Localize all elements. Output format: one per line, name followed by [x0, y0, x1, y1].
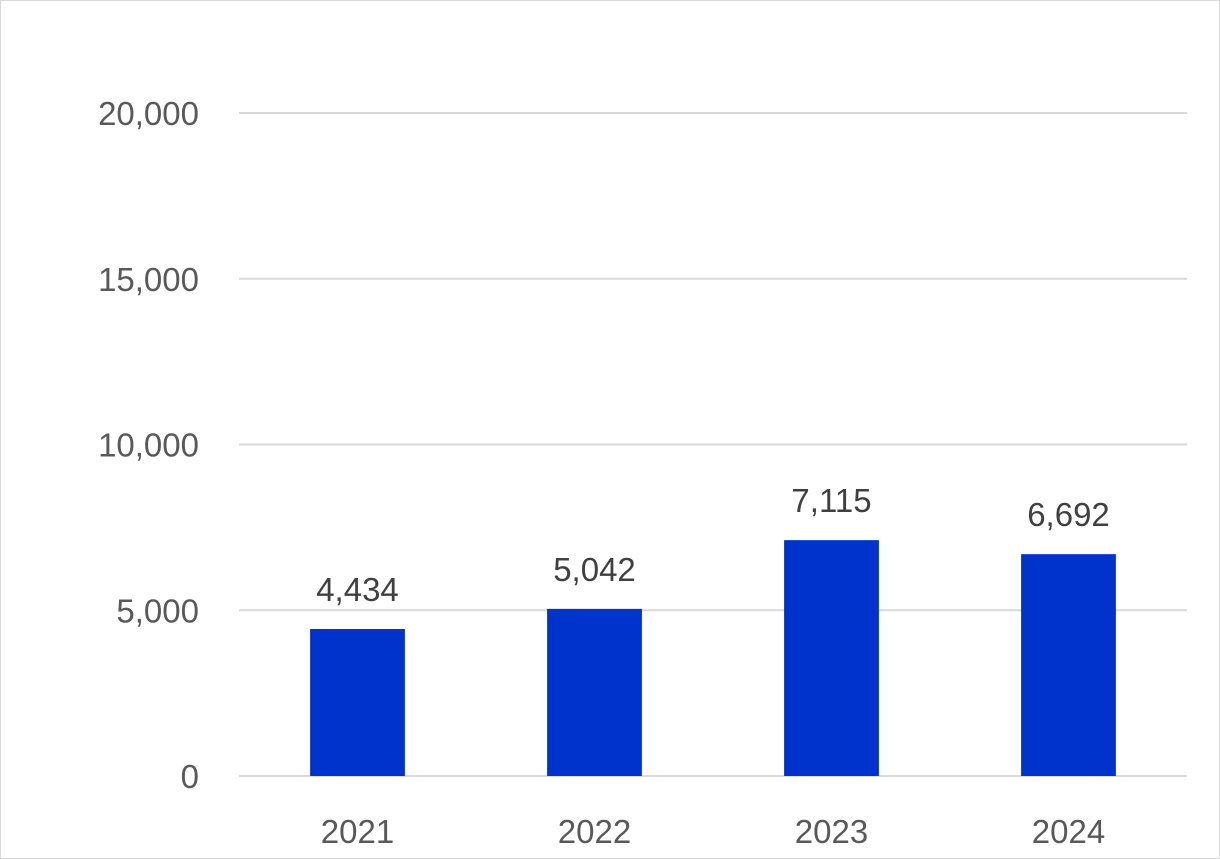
bar-2022: [547, 608, 642, 776]
y-tick-label: 0: [181, 758, 199, 795]
data-labels: 4,434 5,042 7,115 6,692: [316, 482, 1110, 608]
y-tick-label: 20,000: [98, 95, 199, 132]
data-label-2021: 4,434: [316, 571, 399, 608]
x-tick-label-2022: 2022: [558, 813, 631, 850]
bar-2024: [1021, 554, 1116, 776]
y-axis-ticks: 0 5,000 10,000 15,000 20,000: [98, 95, 199, 795]
y-tick-label: 5,000: [116, 592, 199, 629]
y-tick-label: 10,000: [98, 427, 199, 464]
data-label-2024: 6,692: [1027, 496, 1110, 533]
x-tick-label-2023: 2023: [795, 813, 868, 850]
x-axis-ticks: 2021 2022 2023 2024: [321, 813, 1105, 850]
x-tick-label-2021: 2021: [321, 813, 394, 850]
bar-2021: [310, 629, 405, 776]
data-label-2022: 5,042: [553, 551, 636, 588]
data-label-2023: 7,115: [791, 482, 871, 519]
bars: [310, 540, 1116, 776]
y-tick-label: 15,000: [98, 261, 199, 298]
x-tick-label-2024: 2024: [1032, 813, 1105, 850]
bar-2023: [784, 540, 879, 776]
